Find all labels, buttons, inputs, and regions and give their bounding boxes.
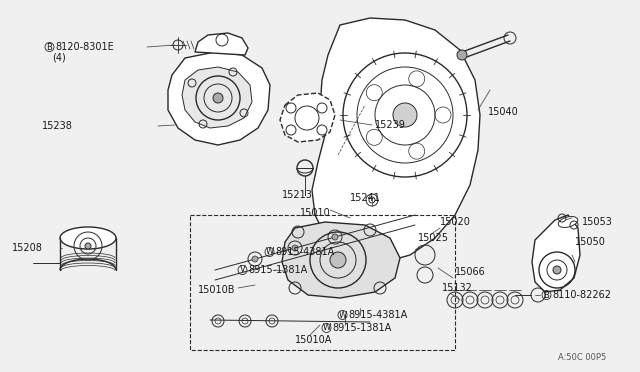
Text: 15050: 15050 xyxy=(575,237,606,247)
Text: 15208: 15208 xyxy=(12,243,43,253)
Text: 8110-82262: 8110-82262 xyxy=(552,290,611,300)
Text: 15238: 15238 xyxy=(42,121,73,131)
Text: 15053: 15053 xyxy=(582,217,613,227)
Text: 8915-4381A: 8915-4381A xyxy=(275,247,334,257)
Text: 8915-4381A: 8915-4381A xyxy=(348,310,407,320)
Text: B: B xyxy=(543,291,549,299)
Polygon shape xyxy=(282,222,400,298)
Text: V: V xyxy=(239,266,245,275)
Circle shape xyxy=(553,266,561,274)
Text: 15241: 15241 xyxy=(350,193,381,203)
Text: 8915-1381A: 8915-1381A xyxy=(332,323,391,333)
Text: 15010: 15010 xyxy=(300,208,331,218)
Polygon shape xyxy=(280,93,335,142)
Circle shape xyxy=(343,53,467,177)
Circle shape xyxy=(375,85,435,145)
Text: 8120-8301E: 8120-8301E xyxy=(55,42,114,52)
Polygon shape xyxy=(182,67,252,128)
Text: 15066: 15066 xyxy=(455,267,486,277)
Circle shape xyxy=(85,243,91,249)
Circle shape xyxy=(330,252,346,268)
Text: B: B xyxy=(47,42,52,51)
Text: A:50C 00P5: A:50C 00P5 xyxy=(558,353,606,362)
Text: W: W xyxy=(266,247,274,257)
Text: 15239: 15239 xyxy=(375,120,406,130)
Circle shape xyxy=(357,67,453,163)
Text: 15213: 15213 xyxy=(282,190,313,200)
Text: W: W xyxy=(339,311,347,320)
Text: 15025: 15025 xyxy=(418,233,449,243)
Ellipse shape xyxy=(60,227,116,249)
Text: 15010A: 15010A xyxy=(295,335,332,345)
Circle shape xyxy=(457,50,467,60)
Text: (4): (4) xyxy=(52,53,66,63)
Text: 15132: 15132 xyxy=(442,283,473,293)
Circle shape xyxy=(213,93,223,103)
Circle shape xyxy=(252,256,258,262)
Polygon shape xyxy=(532,215,580,292)
Text: 15010B: 15010B xyxy=(198,285,236,295)
Circle shape xyxy=(393,103,417,127)
Polygon shape xyxy=(195,33,248,55)
Text: 15020: 15020 xyxy=(440,217,471,227)
Polygon shape xyxy=(168,52,270,145)
Text: W: W xyxy=(323,324,331,333)
Polygon shape xyxy=(312,18,480,262)
Circle shape xyxy=(332,234,338,240)
Circle shape xyxy=(292,245,298,251)
Text: 15040: 15040 xyxy=(488,107,519,117)
Text: 8915-1381A: 8915-1381A xyxy=(248,265,307,275)
Ellipse shape xyxy=(558,217,578,228)
